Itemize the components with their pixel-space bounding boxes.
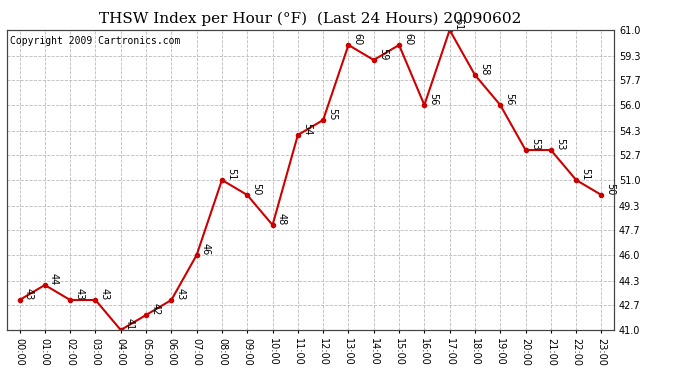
Text: 50: 50 xyxy=(251,183,262,196)
Text: 43: 43 xyxy=(75,288,84,301)
Text: 59: 59 xyxy=(378,48,388,61)
Text: 50: 50 xyxy=(606,183,615,196)
Text: 54: 54 xyxy=(302,123,312,136)
Text: Copyright 2009 Cartronics.com: Copyright 2009 Cartronics.com xyxy=(10,36,180,46)
Text: 51: 51 xyxy=(580,168,591,181)
Text: 44: 44 xyxy=(49,273,59,286)
Text: 56: 56 xyxy=(428,93,439,106)
Text: 58: 58 xyxy=(479,63,489,76)
Text: 43: 43 xyxy=(99,288,110,301)
Text: 51: 51 xyxy=(226,168,236,181)
Text: 42: 42 xyxy=(150,303,160,316)
Text: THSW Index per Hour (°F)  (Last 24 Hours) 20090602: THSW Index per Hour (°F) (Last 24 Hours)… xyxy=(99,11,522,26)
Text: 46: 46 xyxy=(201,243,211,256)
Text: 43: 43 xyxy=(175,288,186,301)
Text: 56: 56 xyxy=(504,93,515,106)
Text: 60: 60 xyxy=(403,33,413,46)
Text: 61: 61 xyxy=(454,18,464,31)
Text: 53: 53 xyxy=(555,138,565,151)
Text: 41: 41 xyxy=(125,318,135,331)
Text: 60: 60 xyxy=(353,33,363,46)
Text: 53: 53 xyxy=(530,138,540,151)
Text: 55: 55 xyxy=(327,108,337,121)
Text: 48: 48 xyxy=(277,213,287,226)
Text: 43: 43 xyxy=(23,288,34,301)
